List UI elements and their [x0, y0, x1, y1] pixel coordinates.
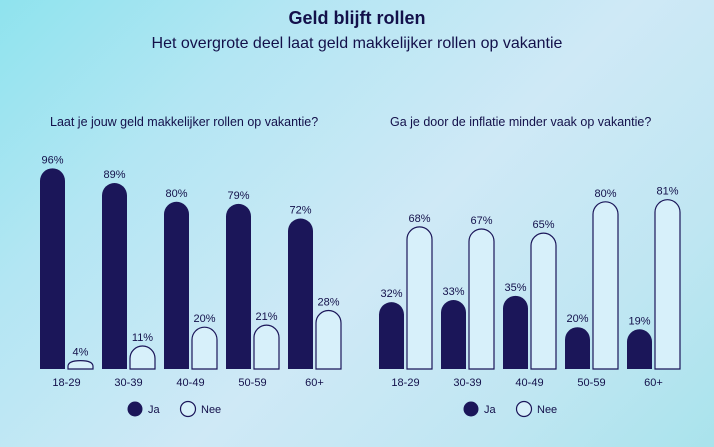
- chart1-data-label-nee-30-39: 11%: [132, 332, 153, 344]
- chart2-legend-ja-swatch: [463, 401, 479, 417]
- chart2-legend-ja-label: Ja: [484, 404, 497, 416]
- chart2-tick-18-29: 18-29: [391, 377, 419, 389]
- chart-left-title: Laat je jouw geld makkelijker rollen op …: [50, 115, 319, 129]
- chart1-tick-50-59: 50-59: [238, 377, 266, 389]
- chart1-tick-40-49: 40-49: [176, 377, 204, 389]
- chart1-bar-ja-50-59: [226, 203, 251, 369]
- chart2-data-label-ja-40-49: 35%: [504, 282, 526, 294]
- chart1-legend-nee-label: Nee: [201, 404, 221, 416]
- chart2-bar-ja-40-49: [503, 295, 528, 369]
- chart2-bar-ja-18-29: [379, 302, 404, 369]
- chart2-tick-40-49: 40-49: [515, 377, 543, 389]
- chart2-bar-nee-40-49: [530, 232, 557, 370]
- chart1-data-label-nee-60+: 28%: [317, 296, 339, 308]
- chart2-data-label-nee-60+: 81%: [656, 186, 678, 198]
- chart1-bar-nee-40-49: [191, 326, 218, 370]
- chart1-bar-nee-50-59: [253, 324, 280, 370]
- chart2-bar-ja-30-39: [441, 300, 466, 369]
- chart1-data-label-ja-18-29: 96%: [41, 154, 63, 166]
- chart2-bar-nee-50-59: [592, 201, 619, 370]
- chart2-bar-ja-50-59: [565, 327, 590, 369]
- chart2-data-label-ja-18-29: 32%: [380, 288, 402, 300]
- chart2-legend-nee-swatch: [515, 400, 533, 418]
- chart2-bar-nee-18-29: [406, 226, 433, 370]
- chart1-bar-nee-60+: [315, 309, 342, 370]
- chart1-bar-ja-40-49: [164, 201, 189, 369]
- chart2-bar-ja-60+: [627, 329, 652, 369]
- chart1-legend-ja-label: Ja: [148, 404, 161, 416]
- chart2-legend-nee-label: Nee: [537, 404, 557, 416]
- chart1-data-label-nee-40-49: 20%: [193, 313, 215, 325]
- chart1-bar-ja-60+: [288, 218, 313, 369]
- page-subtitle: Het overgrote deel laat geld makkelijker…: [151, 35, 563, 52]
- chart1-legend-ja-swatch: [127, 401, 143, 417]
- chart2-tick-30-39: 30-39: [453, 377, 481, 389]
- chart2-data-label-ja-30-39: 33%: [442, 286, 464, 298]
- chart2-data-label-nee-40-49: 65%: [532, 219, 554, 231]
- chart1-bar-nee-18-29: [67, 360, 94, 370]
- chart2-tick-60+: 60+: [644, 377, 663, 389]
- chart1-data-label-ja-60+: 72%: [289, 205, 311, 217]
- chart1-data-label-ja-50-59: 79%: [227, 190, 249, 202]
- chart1-data-label-nee-50-59: 21%: [255, 311, 277, 323]
- chart1-legend-nee-swatch: [179, 400, 197, 418]
- chart1-tick-60+: 60+: [305, 377, 324, 389]
- chart1-data-label-ja-30-39: 89%: [103, 169, 125, 181]
- chart1-data-label-ja-40-49: 80%: [165, 188, 187, 200]
- chart2-data-label-ja-50-59: 20%: [566, 313, 588, 325]
- chart1-tick-18-29: 18-29: [52, 377, 80, 389]
- chart-right-title: Ga je door de inflatie minder vaak op va…: [390, 115, 652, 129]
- chart1-bar-ja-30-39: [102, 182, 127, 369]
- chart1-bar-ja-18-29: [40, 168, 65, 369]
- chart1-data-label-nee-18-29: 4%: [73, 347, 89, 359]
- chart1-bar-nee-30-39: [129, 345, 156, 370]
- chart2-data-label-nee-30-39: 67%: [470, 215, 492, 227]
- chart2-bar-nee-30-39: [468, 228, 495, 370]
- chart2-bar-nee-60+: [654, 199, 681, 370]
- chart2-data-label-ja-60+: 19%: [628, 315, 650, 327]
- page-title: Geld blijft rollen: [288, 8, 426, 28]
- chart2-data-label-nee-18-29: 68%: [408, 213, 430, 225]
- chart1-tick-30-39: 30-39: [114, 377, 142, 389]
- chart2-tick-50-59: 50-59: [577, 377, 605, 389]
- chart2-data-label-nee-50-59: 80%: [594, 188, 616, 200]
